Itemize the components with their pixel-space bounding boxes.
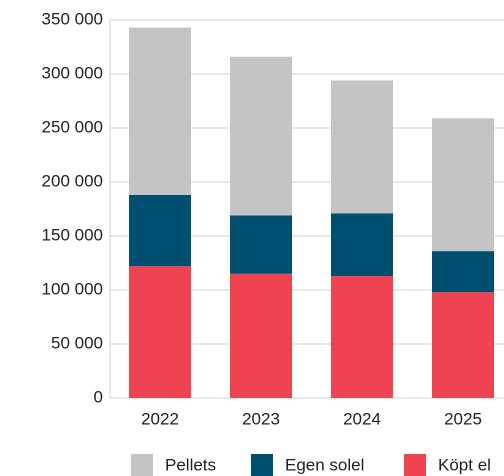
y-tick-label: 150 000 bbox=[42, 225, 103, 244]
bar-segment bbox=[331, 213, 393, 276]
bar-segment bbox=[432, 292, 494, 398]
y-tick-label: 0 bbox=[94, 387, 103, 406]
bar-segment bbox=[230, 273, 292, 398]
x-tick-label: 2024 bbox=[343, 409, 381, 428]
legend-swatch bbox=[131, 454, 153, 476]
bar-segment bbox=[129, 27, 191, 195]
bar-segment bbox=[230, 215, 292, 274]
y-tick-label: 50 000 bbox=[51, 333, 103, 352]
x-tick-label: 2023 bbox=[242, 409, 280, 428]
bar-segment bbox=[230, 56, 292, 216]
bar-segment bbox=[432, 118, 494, 252]
x-tick-label: 2022 bbox=[141, 409, 179, 428]
y-tick-label: 300 000 bbox=[42, 63, 103, 82]
bar-segment bbox=[432, 251, 494, 293]
x-tick-label: 2025 bbox=[444, 409, 482, 428]
bar-segment bbox=[129, 266, 191, 398]
legend-label: Köpt el bbox=[438, 455, 491, 474]
y-tick-label: 250 000 bbox=[42, 117, 103, 136]
legend-label: Pellets bbox=[165, 455, 216, 474]
y-tick-label: 200 000 bbox=[42, 171, 103, 190]
y-tick-label: 100 000 bbox=[42, 279, 103, 298]
y-tick-label: 350 000 bbox=[42, 9, 103, 28]
legend-swatch bbox=[404, 454, 426, 476]
legend-swatch bbox=[251, 454, 273, 476]
bar-segment bbox=[331, 275, 393, 398]
bar-segment bbox=[331, 80, 393, 214]
legend-label: Egen solel bbox=[285, 455, 364, 474]
bar-segment bbox=[129, 194, 191, 267]
